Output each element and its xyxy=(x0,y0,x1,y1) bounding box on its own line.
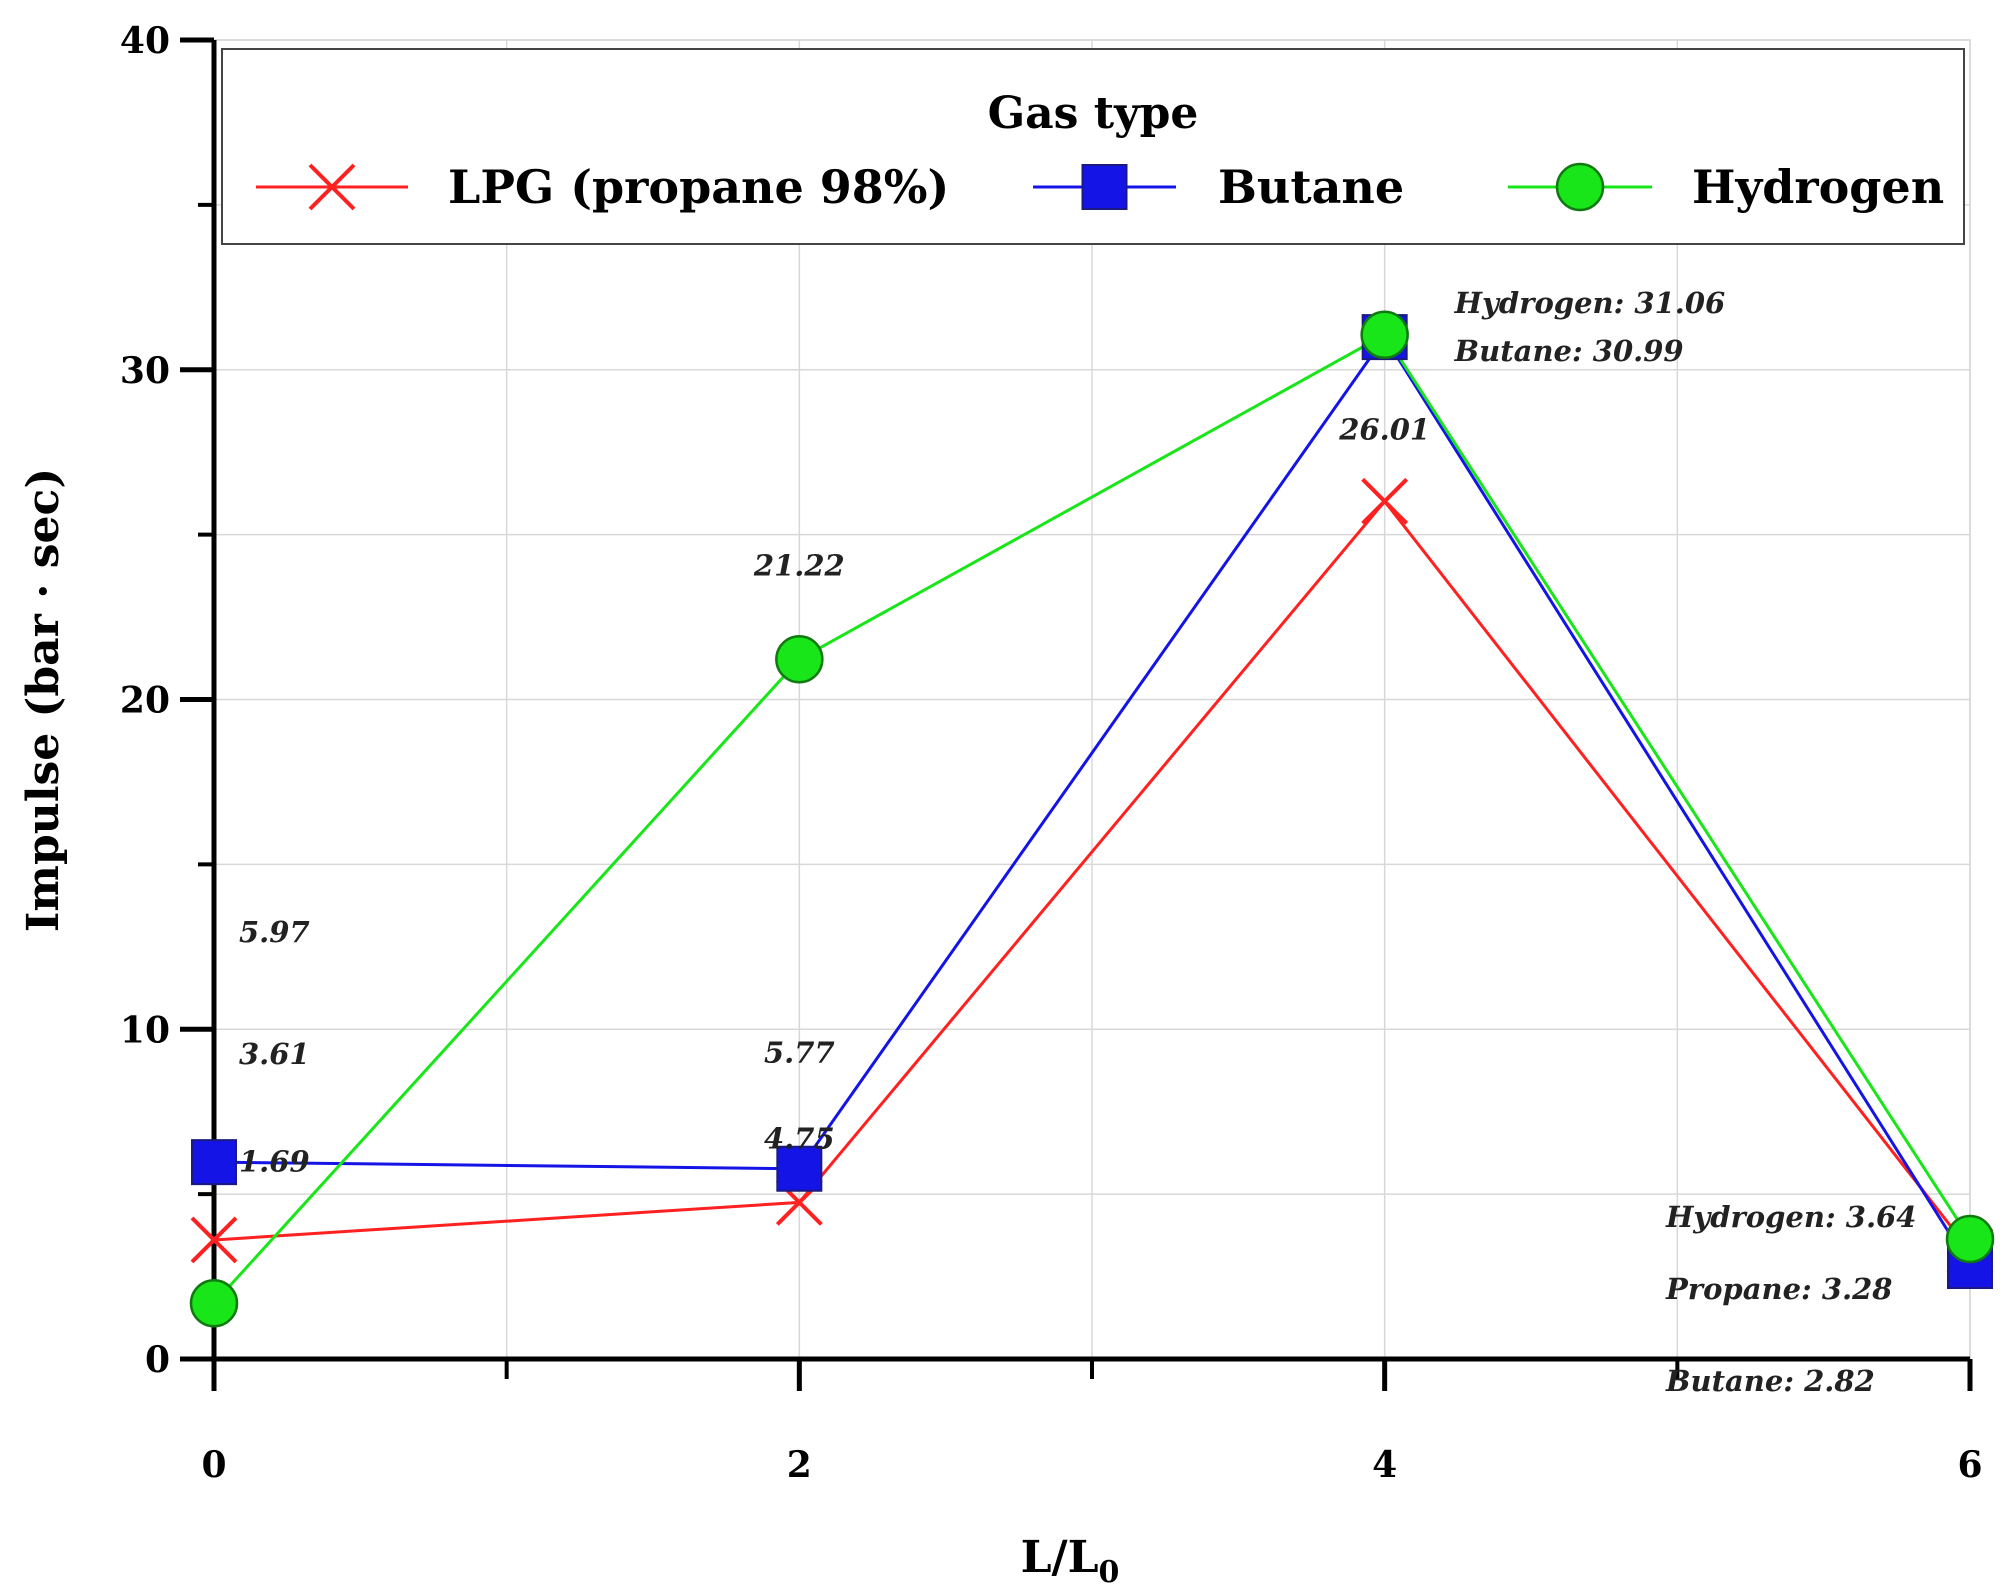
series-1-point-0 xyxy=(191,1139,237,1186)
y-tick-label-40: 40 xyxy=(120,20,170,62)
legend: Gas type LPG (propane 98%) Butane Hydrogen xyxy=(221,48,1965,245)
series-line-0 xyxy=(213,498,1972,1252)
y-tick-label-30: 30 xyxy=(120,350,170,392)
series-line-1 xyxy=(213,334,1972,1267)
legend-title: Gas type xyxy=(988,88,1199,139)
x-axis-title: L/L0 xyxy=(1021,1532,1120,1589)
data-label-0: 5.97 xyxy=(239,915,310,949)
legend-label-1: Butane xyxy=(1218,160,1404,214)
legend-label-2: Hydrogen xyxy=(1692,160,1944,214)
data-label-6: 26.01 xyxy=(1338,412,1430,446)
x-tick-label-2: 2 xyxy=(787,1444,812,1486)
x-tick-label-0: 0 xyxy=(201,1444,226,1486)
data-label-10: Propane: 3.28 xyxy=(1665,1272,1892,1306)
series-1-point-1 xyxy=(776,1145,823,1192)
data-label-8: Butane: 30.99 xyxy=(1454,334,1684,368)
y-axis-title: Impulse (bar · sec) xyxy=(18,468,69,932)
x-axis-title-main: L/L xyxy=(1021,1532,1099,1583)
data-label-11: Butane: 2.82 xyxy=(1665,1364,1875,1398)
legend-swatch-marker-0 xyxy=(308,163,356,211)
y-tick-label-10: 10 xyxy=(120,1009,170,1051)
y-tick-label-0: 0 xyxy=(145,1339,170,1381)
data-label-4: 4.75 xyxy=(764,1121,835,1155)
legend-swatch-marker-1 xyxy=(1081,164,1128,210)
series-0-point-0-stroke-b xyxy=(190,1216,238,1264)
x-axis-title-subscript: 0 xyxy=(1099,1555,1120,1589)
annotation-layer: 5.97 3.61 1.69 5.77 4.75 21.22 26.01 Hydrogen: … xyxy=(239,286,1916,1398)
legend-swatch-marker-2 xyxy=(1555,162,1605,212)
series-0-point-0 xyxy=(190,1216,238,1264)
data-label-3: 5.77 xyxy=(764,1036,835,1070)
series-2-point-2 xyxy=(1360,310,1409,360)
series-2-point-1 xyxy=(775,635,824,684)
x-tick-label-4: 4 xyxy=(1372,1444,1397,1486)
series-0-point-2-stroke-b xyxy=(1361,477,1409,525)
x-tick-label-6: 6 xyxy=(1957,1444,1982,1486)
legend-box xyxy=(221,48,1965,245)
series-line-2 xyxy=(212,332,1972,1305)
series-2-point-0 xyxy=(189,1279,239,1328)
series-2-point-3 xyxy=(1945,1214,1995,1264)
data-label-2: 1.69 xyxy=(239,1144,310,1178)
legend-swatch-marker-0-stroke-b xyxy=(308,163,356,211)
data-label-5: 21.22 xyxy=(753,548,845,582)
data-label-9: Hydrogen: 3.64 xyxy=(1665,1200,1916,1234)
data-label-7: Hydrogen: 31.06 xyxy=(1454,286,1726,320)
series-layer xyxy=(189,310,1995,1328)
series-0-point-2 xyxy=(1361,477,1409,525)
legend-label-0: LPG (propane 98%) xyxy=(448,160,949,214)
y-tick-label-20: 20 xyxy=(120,680,170,722)
data-label-1: 3.61 xyxy=(239,1037,310,1071)
